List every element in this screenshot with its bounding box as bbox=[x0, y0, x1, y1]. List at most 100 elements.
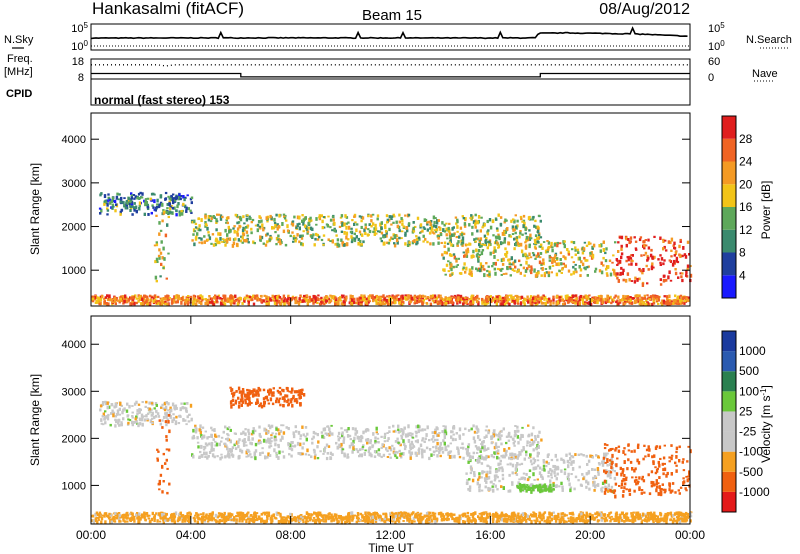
data-cell bbox=[286, 298, 289, 303]
data-cell bbox=[248, 295, 252, 299]
data-cell bbox=[506, 266, 509, 270]
data-cell bbox=[412, 516, 416, 521]
data-cell bbox=[246, 450, 250, 453]
data-cell bbox=[612, 299, 615, 302]
data-cell bbox=[149, 419, 153, 424]
data-cell bbox=[665, 278, 668, 282]
data-cell bbox=[622, 294, 625, 299]
data-cell bbox=[380, 519, 383, 522]
data-cell bbox=[525, 260, 528, 265]
data-cell bbox=[474, 213, 477, 217]
data-cell bbox=[126, 299, 129, 303]
data-cell bbox=[581, 511, 584, 514]
data-cell bbox=[445, 263, 449, 267]
data-cell bbox=[221, 215, 224, 219]
data-cell bbox=[589, 242, 592, 245]
data-cell bbox=[193, 219, 196, 224]
data-cell bbox=[247, 454, 250, 458]
data-cell bbox=[454, 216, 458, 219]
data-cell bbox=[406, 229, 409, 233]
data-cell bbox=[340, 518, 343, 521]
data-cell bbox=[176, 295, 180, 298]
data-cell bbox=[253, 514, 256, 517]
data-cell bbox=[130, 192, 133, 196]
data-cell bbox=[500, 258, 504, 263]
data-cell bbox=[465, 300, 468, 304]
data-cell bbox=[679, 294, 683, 297]
data-cell bbox=[395, 220, 398, 224]
data-cell bbox=[597, 519, 600, 522]
data-cell bbox=[484, 297, 488, 302]
data-cell bbox=[541, 246, 544, 250]
data-cell bbox=[216, 213, 219, 216]
data-cell bbox=[672, 514, 675, 517]
data-cell bbox=[603, 518, 607, 523]
data-cell bbox=[314, 299, 317, 304]
data-cell bbox=[197, 445, 200, 449]
data-cell bbox=[404, 296, 407, 300]
data-cell bbox=[527, 257, 530, 260]
data-cell bbox=[444, 431, 448, 436]
data-cell bbox=[482, 440, 485, 444]
data-cell bbox=[596, 296, 599, 300]
data-cell bbox=[279, 392, 282, 396]
data-cell bbox=[245, 450, 248, 455]
data-cell bbox=[212, 517, 215, 520]
data-cell bbox=[273, 217, 276, 222]
data-cell bbox=[422, 240, 425, 243]
data-cell bbox=[668, 270, 671, 275]
data-cell bbox=[154, 206, 158, 209]
data-cell bbox=[328, 300, 331, 304]
data-cell bbox=[538, 234, 541, 238]
data-cell bbox=[430, 226, 434, 230]
data-cell bbox=[432, 511, 435, 515]
data-cell bbox=[395, 518, 399, 522]
data-cell bbox=[645, 264, 648, 268]
data-cell bbox=[376, 513, 379, 517]
data-cell bbox=[463, 513, 466, 517]
data-cell bbox=[147, 407, 150, 409]
data-cell bbox=[585, 297, 588, 301]
data-cell bbox=[372, 230, 375, 233]
data-cell bbox=[576, 248, 580, 252]
data-cell bbox=[250, 227, 253, 231]
data-cell bbox=[516, 270, 519, 274]
data-cell bbox=[414, 225, 417, 229]
data-cell bbox=[659, 517, 663, 520]
data-cell bbox=[363, 228, 366, 233]
data-cell bbox=[292, 434, 296, 439]
data-cell bbox=[321, 226, 324, 230]
data-cell bbox=[101, 514, 104, 517]
data-cell bbox=[303, 294, 306, 298]
data-cell bbox=[217, 213, 221, 216]
data-cell bbox=[524, 227, 527, 232]
data-cell bbox=[461, 268, 465, 271]
data-cell bbox=[553, 242, 557, 247]
data-cell bbox=[519, 301, 523, 306]
data-cell bbox=[477, 257, 480, 261]
data-cell bbox=[470, 519, 473, 523]
data-cell bbox=[231, 300, 234, 305]
data-cell bbox=[136, 516, 139, 520]
data-cell bbox=[307, 453, 311, 456]
data-cell bbox=[483, 520, 486, 523]
data-cell bbox=[250, 514, 253, 517]
data-cell bbox=[315, 512, 319, 516]
data-cell bbox=[622, 520, 625, 522]
data-cell bbox=[492, 262, 495, 266]
data-cell bbox=[281, 222, 284, 226]
data-cell bbox=[548, 297, 551, 301]
data-cell bbox=[269, 388, 272, 392]
data-cell bbox=[353, 237, 357, 241]
data-cell bbox=[400, 456, 403, 459]
data-cell bbox=[205, 513, 208, 517]
data-cell bbox=[283, 516, 286, 519]
data-cell bbox=[352, 300, 356, 304]
data-cell bbox=[129, 512, 132, 516]
data-cell bbox=[554, 515, 557, 520]
data-cell bbox=[247, 393, 250, 398]
data-cell bbox=[358, 440, 361, 443]
data-cell bbox=[670, 255, 673, 258]
data-cell bbox=[97, 517, 100, 520]
data-cell bbox=[456, 242, 459, 247]
